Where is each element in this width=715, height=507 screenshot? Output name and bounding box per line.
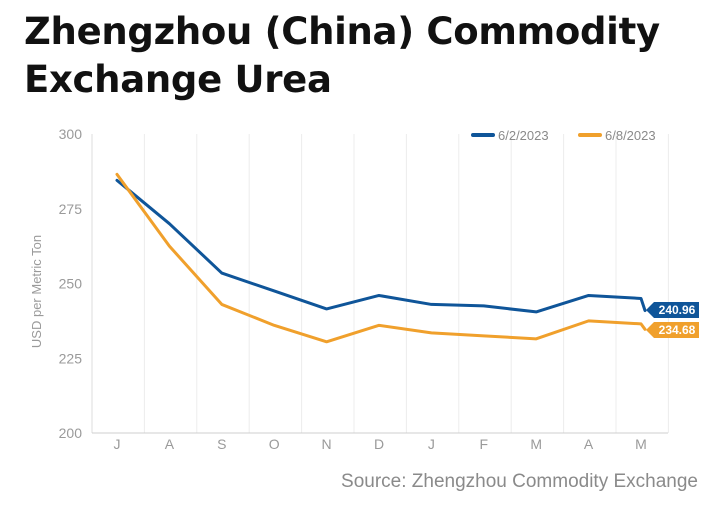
y-axis-title: USD per Metric Ton: [29, 235, 44, 348]
end-label-tag: [646, 322, 699, 338]
y-tick-label: 225: [59, 350, 83, 366]
end-label-2: 234.68: [646, 322, 699, 338]
end-label-text: 240.96: [659, 303, 696, 317]
series-line-1: [115, 178, 647, 314]
x-tick-label: M: [635, 436, 647, 452]
end-label-tag: [646, 302, 699, 318]
end-label-1: 240.96: [646, 302, 699, 318]
series-lines: [115, 172, 647, 344]
source-note: Source: Zhengzhou Commodity Exchange: [341, 471, 698, 492]
axes: 300 275 250 225 200 J A S O N D J F M A M USD per Metric…: [29, 126, 668, 452]
y-tick-label: 300: [59, 126, 83, 142]
legend: 6/2/2023 6/8/2023: [471, 128, 656, 143]
y-tick-label: 250: [59, 276, 83, 292]
x-tick-label: S: [217, 436, 226, 452]
legend-label-1: 6/2/2023: [498, 128, 549, 143]
x-tick-label: J: [114, 436, 121, 452]
x-tick-label: J: [428, 436, 435, 452]
x-tick-label: M: [530, 436, 542, 452]
x-tick-label: A: [584, 436, 594, 452]
x-tick-label: O: [269, 436, 280, 452]
x-tick-label: D: [374, 436, 384, 452]
grid: [91, 134, 669, 433]
end-labels: 240.96 234.68: [646, 302, 699, 338]
legend-label-2: 6/8/2023: [605, 128, 656, 143]
x-tick-label: F: [480, 436, 489, 452]
x-tick-label: N: [322, 436, 332, 452]
y-tick-label: 200: [59, 425, 83, 441]
chart-title: Zhengzhou (China) Commodity Exchange Ure…: [24, 10, 660, 101]
y-tick-label: 275: [59, 201, 83, 217]
series-line-2: [115, 172, 647, 344]
end-label-text: 234.68: [659, 323, 696, 337]
x-tick-label: A: [165, 436, 175, 452]
